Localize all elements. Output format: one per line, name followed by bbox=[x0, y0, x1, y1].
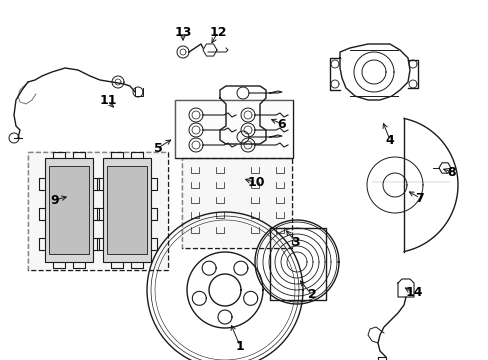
Bar bbox=[28, 152, 168, 270]
Bar bbox=[182, 158, 291, 248]
Bar bbox=[103, 158, 151, 262]
Bar bbox=[175, 100, 292, 158]
Text: 10: 10 bbox=[247, 176, 264, 189]
Text: 13: 13 bbox=[174, 26, 191, 39]
Text: 11: 11 bbox=[99, 94, 117, 108]
Text: 6: 6 bbox=[277, 117, 286, 130]
Text: 7: 7 bbox=[415, 192, 424, 204]
Bar bbox=[28, 152, 168, 270]
Text: 14: 14 bbox=[405, 287, 422, 300]
Bar bbox=[107, 166, 147, 254]
Bar bbox=[45, 158, 93, 262]
Text: 12: 12 bbox=[209, 26, 226, 39]
Bar bbox=[182, 158, 291, 248]
Bar bbox=[49, 166, 89, 254]
Text: 8: 8 bbox=[447, 166, 455, 179]
Bar bbox=[175, 100, 292, 158]
Text: 5: 5 bbox=[153, 141, 162, 154]
Text: 4: 4 bbox=[385, 134, 393, 147]
Text: 2: 2 bbox=[307, 288, 316, 302]
Text: 3: 3 bbox=[291, 235, 300, 248]
Text: 9: 9 bbox=[51, 194, 59, 207]
Text: 1: 1 bbox=[235, 339, 244, 352]
